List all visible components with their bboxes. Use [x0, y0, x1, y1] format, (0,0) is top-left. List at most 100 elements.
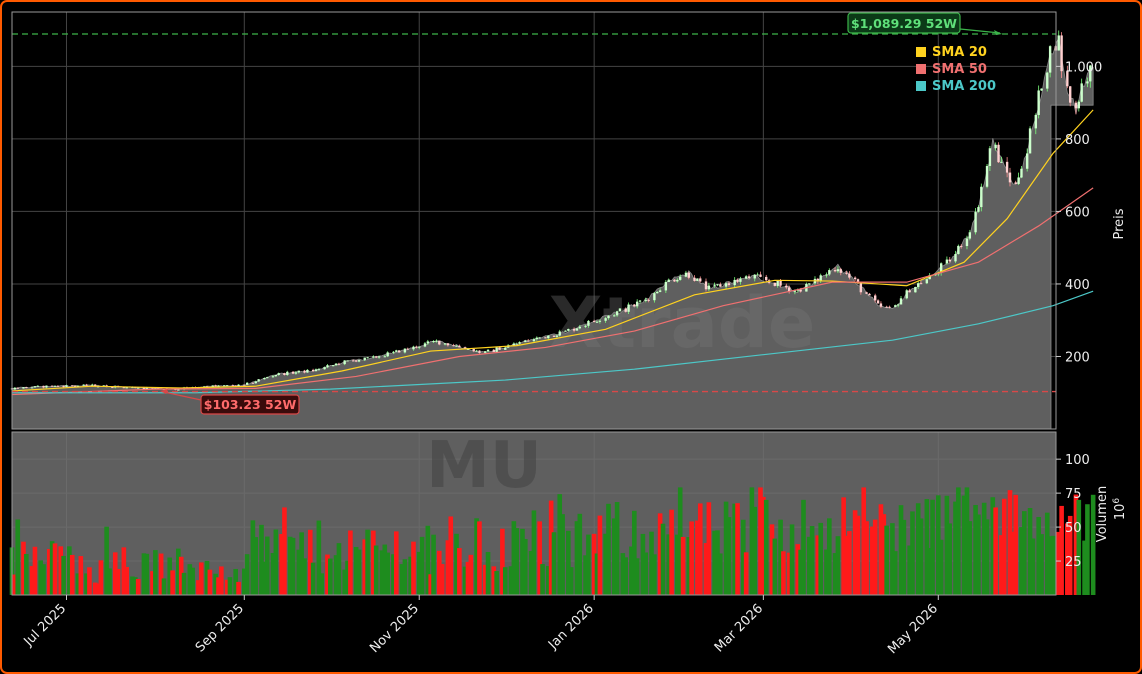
candle-body [925, 279, 929, 284]
volume-bar [761, 496, 766, 595]
candle-body [776, 280, 779, 286]
volume-panel-border [11, 431, 1057, 596]
volume-bar [910, 511, 915, 595]
candle-body [578, 326, 582, 329]
volume-bar [393, 531, 399, 595]
volume-bar [938, 539, 944, 595]
volume-bar [167, 557, 173, 595]
volume-bar [61, 555, 66, 595]
candle-body [1008, 172, 1012, 183]
volume-bar [634, 558, 640, 595]
candle-body [303, 370, 306, 373]
candle-body [30, 387, 34, 389]
candle-body [765, 276, 768, 281]
volume-bar [778, 519, 783, 595]
volume-bar [629, 546, 634, 595]
volume-bar [299, 532, 304, 595]
volume-bar [253, 537, 259, 595]
candle-body [294, 372, 298, 374]
volume-bar [675, 534, 680, 595]
volume-bar [439, 564, 445, 595]
volume-bar [1001, 498, 1007, 595]
candle-body [317, 369, 321, 371]
volume-bar [577, 513, 583, 595]
price-panel-border [11, 11, 1057, 430]
volume-bar [898, 505, 904, 595]
volume-bar [107, 568, 112, 595]
volume-bar [115, 569, 121, 595]
candle-body [914, 286, 917, 293]
price-axis-label: Preis [1112, 208, 1127, 239]
volume-bar [181, 572, 187, 595]
high-52w-label-box [847, 12, 961, 34]
volume-bar [477, 521, 482, 595]
volume-bar [718, 553, 723, 595]
legend-label: SMA 200 [932, 79, 996, 94]
candle-body [833, 270, 837, 272]
candle-body [283, 373, 286, 375]
volume-bar [482, 564, 488, 595]
volume-bar [92, 582, 98, 595]
candle-body [836, 269, 840, 272]
candle-body [495, 347, 498, 352]
candle-body [934, 274, 937, 276]
volume-bar [219, 566, 224, 595]
volume-bar [98, 560, 104, 595]
volume-bar [818, 522, 824, 595]
volume-bar [485, 551, 491, 595]
volume-bar [12, 574, 18, 595]
candle-body [905, 290, 908, 299]
candle-body [615, 311, 619, 316]
volume-bar [356, 549, 362, 595]
volume-bar [798, 549, 803, 595]
candle-body [604, 318, 607, 321]
candle-body [879, 303, 883, 307]
candle-body [16, 387, 19, 389]
volume-bar [697, 503, 703, 595]
volume-bar [583, 555, 588, 595]
volume-bar [815, 535, 821, 595]
volume-bar [158, 553, 164, 595]
low-52w-arrow [163, 391, 202, 401]
candle-body [627, 304, 630, 312]
low-52w-arrowhead [160, 389, 168, 394]
volume-bar [227, 577, 233, 595]
volume-bar [75, 573, 81, 595]
volume-bar [781, 551, 786, 595]
candle-body [1074, 102, 1078, 109]
volume-bar [508, 566, 514, 595]
volume-bar [431, 534, 436, 595]
high-52w-label: $1,089.29 52W [851, 16, 957, 31]
volume-bar [402, 559, 408, 595]
volume-bar [287, 536, 293, 595]
volume-bar [956, 487, 961, 595]
volume-bar [69, 554, 75, 595]
candle-body [125, 387, 128, 389]
candle-body [558, 331, 561, 336]
candle-body [960, 245, 963, 247]
volume-bar [38, 560, 43, 595]
volume-bar [342, 569, 347, 595]
candle-body [684, 272, 688, 277]
volume-bar [465, 561, 471, 595]
volume-bar [1039, 534, 1044, 595]
candle-body [452, 345, 455, 347]
volume-bar [130, 576, 135, 595]
candle-body [492, 349, 495, 352]
volume-bar [1010, 531, 1016, 595]
candle-body [331, 365, 335, 367]
volume-bar [614, 502, 620, 595]
candle-body [839, 269, 842, 273]
candle-body [122, 387, 126, 389]
volume-bar [454, 533, 459, 595]
volume-bar [935, 495, 941, 595]
candle-body [894, 305, 897, 307]
candle-body [483, 351, 487, 353]
volume-bar [15, 519, 21, 595]
candle-body [245, 382, 249, 385]
volume-bar [264, 536, 270, 595]
candle-body [908, 290, 911, 293]
volume-bar [878, 504, 884, 595]
candle-body [644, 299, 647, 301]
candle-body [859, 283, 863, 293]
